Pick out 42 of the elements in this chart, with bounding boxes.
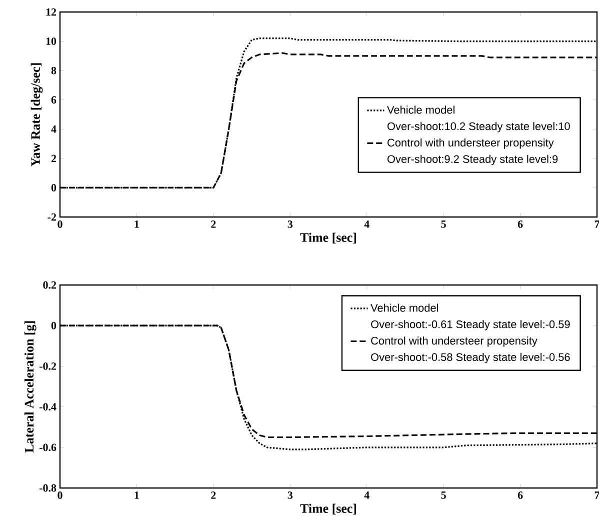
x-tick-label: 3 xyxy=(288,220,293,228)
x-tick-label: 5 xyxy=(441,492,446,499)
x-tick-label: 3 xyxy=(288,492,293,499)
x-tick-label: 0 xyxy=(58,220,62,228)
annotation: Over-shoot:9.2 Steady state level:9 xyxy=(387,154,558,166)
y-tick-label: 0 xyxy=(51,322,56,330)
y-tick-label: 4 xyxy=(51,126,56,133)
x-tick-label: 7 xyxy=(594,492,599,499)
y-tick-label: -0.6 xyxy=(40,444,56,452)
y-tick-label: 10 xyxy=(46,38,56,45)
annotation: Over-shoot:-0.58 Steady state level:-0.56 xyxy=(371,352,570,364)
y-axis-title: Yaw Rate [deg/sec] xyxy=(30,63,43,166)
annotation: Over-shoot:-0.61 Steady state level:-0.59 xyxy=(371,320,570,330)
y-tick-label: 2 xyxy=(51,154,56,162)
x-tick-label: 4 xyxy=(364,220,370,228)
x-tick-label: 4 xyxy=(364,492,370,499)
x-tick-label: 2 xyxy=(211,492,216,499)
y-axis-title: Lateral Acceleration [g] xyxy=(24,321,36,452)
y-tick-label: -0.2 xyxy=(40,362,56,370)
y-tick-label: -2 xyxy=(48,213,56,221)
x-tick-label: 1 xyxy=(134,220,139,228)
x-tick-label: 2 xyxy=(211,220,216,228)
x-tick-label: 6 xyxy=(518,220,523,228)
y-tick-label: 12 xyxy=(46,8,56,16)
x-axis-title: Time [sec] xyxy=(300,504,356,514)
legend-label: Vehicle model xyxy=(370,304,438,312)
x-tick-label: 1 xyxy=(134,492,139,499)
x-tick-label: 6 xyxy=(518,492,523,499)
legend-label: Control with understeer propensity xyxy=(388,138,554,149)
x-tick-label: 7 xyxy=(594,220,599,228)
y-tick-label: -0.8 xyxy=(40,484,56,492)
y-tick-label: 0 xyxy=(51,184,56,192)
x-tick-label: 5 xyxy=(441,220,446,228)
legend-label: Control with understeer propensity xyxy=(371,336,538,347)
x-tick-label: 0 xyxy=(58,492,62,499)
y-tick-label: -0.4 xyxy=(40,403,56,411)
y-tick-label: 0.2 xyxy=(43,281,56,289)
y-tick-label: 8 xyxy=(51,66,56,74)
x-axis-title: Time [sec] xyxy=(300,232,356,244)
legend-label: Vehicle model xyxy=(387,106,454,114)
annotation: Over-shoot:10.2 Steady state level:10 xyxy=(387,122,570,132)
y-tick-label: 6 xyxy=(51,96,56,104)
